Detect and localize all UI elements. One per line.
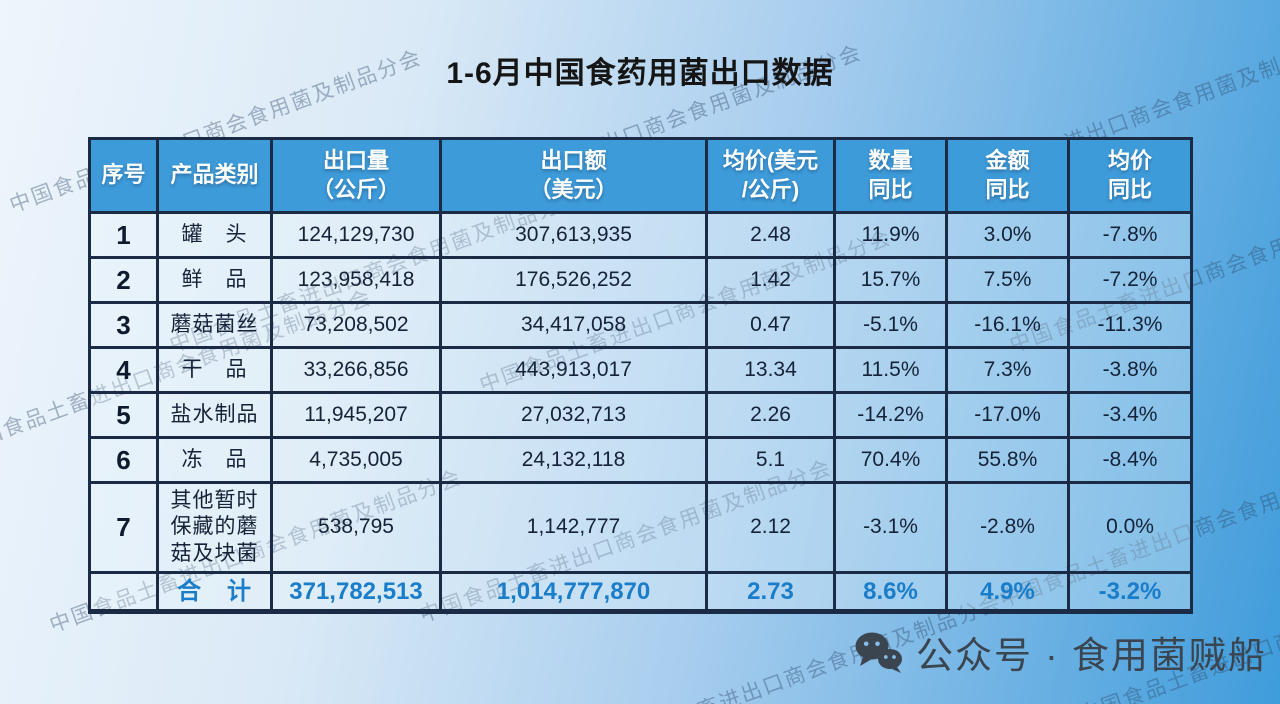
table-header-row: 序号 产品类别 出口量 （公斤） 出口额 （美元） 均价(美元 /公斤) 数量 同比 金额 … <box>88 137 1193 214</box>
table-cell: 2.26 <box>705 391 836 439</box>
table-cell: -3.4% <box>1067 391 1193 439</box>
column-header: 出口额 （美元） <box>439 137 708 214</box>
table-cell: 1,142,777 <box>439 481 708 574</box>
table-cell: 6 <box>88 436 159 484</box>
table-cell: 13.34 <box>705 346 836 394</box>
table-cell: 1.42 <box>705 256 836 304</box>
table-total-row: 合 计 371,782,513 1,014,777,870 2.73 8.6% 4.9% -… <box>88 571 1193 613</box>
table-cell: 3.0% <box>945 211 1070 259</box>
table-cell: 1,014,777,870 <box>439 571 708 613</box>
page-title: 1-6月中国食药用菌出口数据 <box>446 57 834 90</box>
table-cell: -14.2% <box>833 391 948 439</box>
table-cell: 11,945,207 <box>270 391 442 439</box>
table-cell: 罐 头 <box>156 211 273 259</box>
column-header: 序号 <box>88 137 159 214</box>
table-cell: 7.5% <box>945 256 1070 304</box>
table-cell: 合 计 <box>156 571 273 613</box>
table-cell: 0.0% <box>1067 481 1193 574</box>
table-row: 7 其他暂时保藏的蘑菇及块菌 538,795 1,142,777 2.12 -3.1% -2… <box>88 481 1193 574</box>
table-cell: 4 <box>88 346 159 394</box>
table-cell: 盐水制品 <box>156 391 273 439</box>
column-header: 出口量 （公斤） <box>270 137 442 214</box>
table-cell: 33,266,856 <box>270 346 442 394</box>
table-cell: 4.9% <box>945 571 1070 613</box>
table-cell: 干 品 <box>156 346 273 394</box>
table-cell: 2.73 <box>705 571 836 613</box>
table-cell: 24,132,118 <box>439 436 708 484</box>
table-cell: 307,613,935 <box>439 211 708 259</box>
table-cell: -5.1% <box>833 301 948 349</box>
table-row: 3 蘑菇菌丝 73,208,502 34,417,058 0.47 -5.1% -16.1%… <box>88 301 1193 349</box>
table-cell: 443,913,017 <box>439 346 708 394</box>
table-cell: -8.4% <box>1067 436 1193 484</box>
table-cell: 蘑菇菌丝 <box>156 301 273 349</box>
table-cell: 7.3% <box>945 346 1070 394</box>
column-header: 数量 同比 <box>833 137 948 214</box>
table-cell: 371,782,513 <box>270 571 442 613</box>
table-cell: -3.1% <box>833 481 948 574</box>
table-cell: 70.4% <box>833 436 948 484</box>
table-cell: -3.2% <box>1067 571 1193 613</box>
table-cell: 73,208,502 <box>270 301 442 349</box>
export-data-table: 序号 产品类别 出口量 （公斤） 出口额 （美元） 均价(美元 /公斤) 数量 同比 金额 … <box>88 137 1193 614</box>
table-cell: 124,129,730 <box>270 211 442 259</box>
table-cell: 5.1 <box>705 436 836 484</box>
table-cell: 55.8% <box>945 436 1070 484</box>
table-cell: 11.5% <box>833 346 948 394</box>
table-cell: -16.1% <box>945 301 1070 349</box>
table-cell: -2.8% <box>945 481 1070 574</box>
table-cell: 8.6% <box>833 571 948 613</box>
table-cell: 11.9% <box>833 211 948 259</box>
table-cell: 冻 品 <box>156 436 273 484</box>
table-cell: 7 <box>88 481 159 574</box>
table-cell: 0.47 <box>705 301 836 349</box>
table-cell: -7.8% <box>1067 211 1193 259</box>
column-header: 金额 同比 <box>945 137 1070 214</box>
wechat-banner: 公众号 · 食用菌贼船 <box>854 624 1267 680</box>
table-row: 5 盐水制品 11,945,207 27,032,713 2.26 -14.2% -17.0… <box>88 391 1193 439</box>
table-cell: -11.3% <box>1067 301 1193 349</box>
table-cell: 34,417,058 <box>439 301 708 349</box>
column-header: 产品类别 <box>156 137 273 214</box>
table-cell: 176,526,252 <box>439 256 708 304</box>
table-cell: 2.12 <box>705 481 836 574</box>
table-cell: 15.7% <box>833 256 948 304</box>
table-cell: 5 <box>88 391 159 439</box>
column-header: 均价 同比 <box>1067 137 1193 214</box>
column-header: 均价(美元 /公斤) <box>705 137 836 214</box>
wechat-icon <box>854 630 904 674</box>
table-cell: 2.48 <box>705 211 836 259</box>
table-cell: 538,795 <box>270 481 442 574</box>
table-cell: -3.8% <box>1067 346 1193 394</box>
table-cell: 鲜 品 <box>156 256 273 304</box>
table-cell: 3 <box>88 301 159 349</box>
table-cell: -17.0% <box>945 391 1070 439</box>
wechat-account-label: 公众号 · 食用菌贼船 <box>916 635 1267 676</box>
table-cell: -7.2% <box>1067 256 1193 304</box>
table-cell <box>88 571 159 613</box>
table-cell: 2 <box>88 256 159 304</box>
table-cell: 123,958,418 <box>270 256 442 304</box>
table-cell: 4,735,005 <box>270 436 442 484</box>
table-cell: 其他暂时保藏的蘑菇及块菌 <box>156 481 273 574</box>
table-cell: 1 <box>88 211 159 259</box>
table-cell: 27,032,713 <box>439 391 708 439</box>
